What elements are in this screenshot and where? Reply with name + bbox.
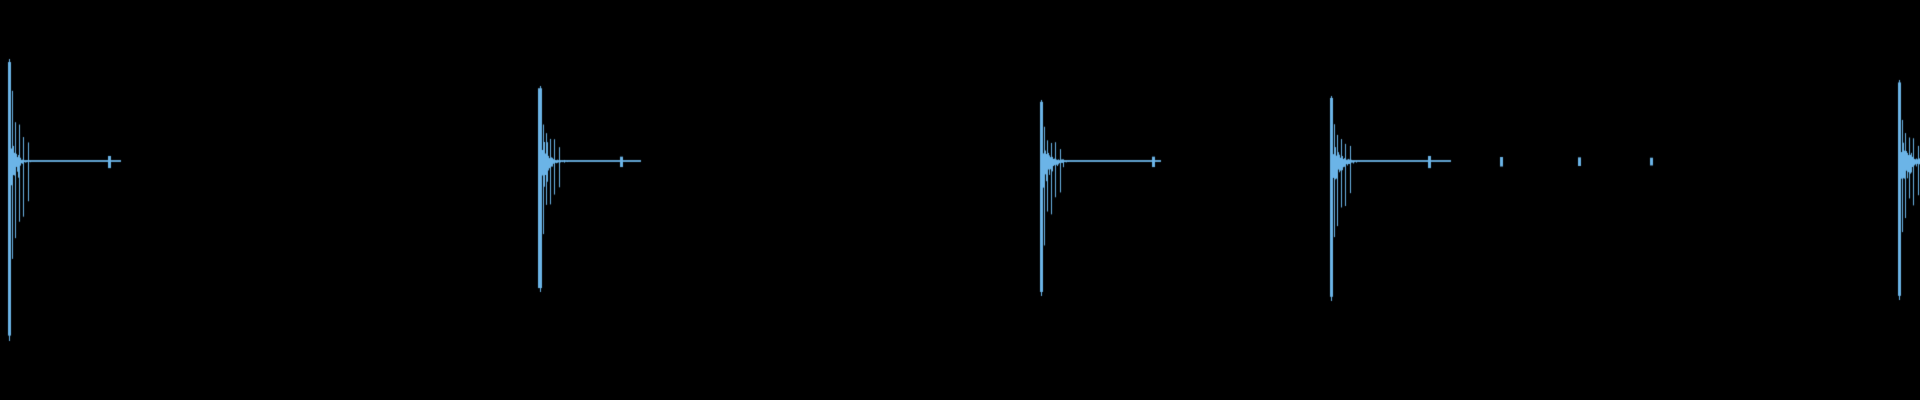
waveform-canvas[interactable] bbox=[0, 0, 1920, 400]
audio-waveform-viewer[interactable] bbox=[0, 0, 1920, 400]
waveform-overlay bbox=[0, 0, 1920, 400]
